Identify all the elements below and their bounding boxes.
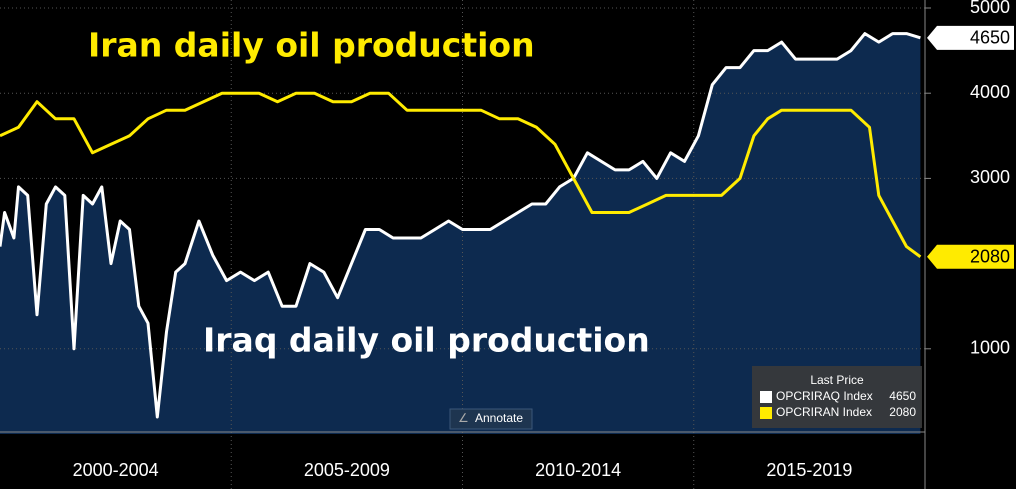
legend-value: 4650 (889, 389, 916, 403)
plot-area (0, 0, 925, 489)
x-band-label: 2010-2014 (535, 460, 621, 480)
annotate-button[interactable]: ∠ Annotate (449, 408, 533, 430)
line (0, 32, 921, 419)
legend-swatch (760, 407, 772, 419)
last-price-tag (927, 244, 1014, 269)
last-price-label: 4650 (970, 28, 1010, 48)
legend-title: Last Price (810, 373, 864, 387)
area (0, 33, 921, 434)
legend-swatch (760, 391, 772, 403)
y-tick-label: 5000 (970, 0, 1010, 17)
annotation: Iran daily oil production (88, 26, 535, 65)
annotation: Iraq daily oil production (203, 321, 650, 360)
button-icon[interactable]: ∠ (458, 411, 469, 425)
button-bg[interactable] (449, 408, 533, 430)
y-tick-label: 4000 (970, 82, 1010, 102)
legend: Last Price OPCRIRAQ Index 4650 OPCRIRAN In… (752, 366, 922, 428)
legend-items: OPCRIRAQ Index 4650 OPCRIRAN Index 2080 (760, 389, 916, 419)
last-price-tag (927, 25, 1014, 50)
legend-label: OPCRIRAQ Index (776, 389, 873, 403)
button-label[interactable]: Annotate (475, 411, 523, 425)
legend-value: 2080 (889, 405, 916, 419)
y-tick-label: 1000 (970, 338, 1010, 358)
legend-box (752, 366, 922, 428)
line (0, 91, 922, 259)
x-band-label: 2000-2004 (73, 460, 159, 480)
x-band-label: 2005-2009 (304, 460, 390, 480)
y-tick-label: 3000 (970, 167, 1010, 187)
last-price-label: 2080 (970, 247, 1010, 267)
x-band-label: 2015-2019 (766, 460, 852, 480)
legend-label: OPCRIRAN Index (776, 405, 872, 419)
